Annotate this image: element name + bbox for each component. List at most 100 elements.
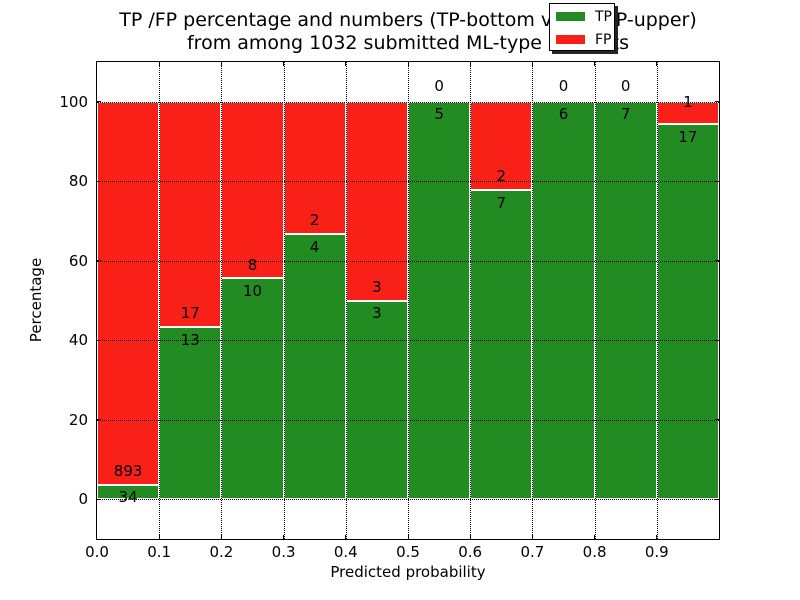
x-tick-mark-bottom: [407, 535, 409, 539]
y-tick-label: 100: [59, 92, 88, 111]
x-tick-label: 0.8: [582, 543, 607, 561]
bar-count-label-fp: 1: [683, 92, 693, 111]
x-tick-mark-bottom: [345, 535, 347, 539]
y-tick-mark-right: [715, 260, 719, 262]
x-tick-mark-top: [531, 62, 533, 66]
y-tick-mark-right: [715, 498, 719, 500]
y-tick-mark-right: [715, 101, 719, 103]
fp-legend-swatch: [556, 35, 585, 44]
y-tick-mark-left: [97, 180, 101, 182]
bar-count-label-tp: 4: [309, 237, 320, 256]
bar-segment-fp: [97, 101, 160, 485]
x-tick-label: 0.7: [520, 543, 545, 561]
bar-count-label-fp: 17: [180, 304, 200, 323]
legend-label-fp: FP: [595, 31, 612, 48]
y-tick-mark-left: [97, 419, 101, 421]
legend: TP FP: [549, 3, 615, 51]
bar-segment-fp: [345, 101, 408, 301]
bar-segment-tp: [159, 327, 222, 500]
x-tick-label: 0.4: [333, 543, 358, 561]
x-tick-mark-top: [469, 62, 471, 66]
plot-area: 893 34 17 13 8 10 2 4 3 3 0 5 2 7 0 6 0 7 1 17: [96, 61, 720, 540]
x-tick-mark-top: [283, 62, 285, 66]
y-tick-label: 0: [78, 490, 88, 509]
bar-segment-tp: [470, 190, 533, 500]
y-tick-label: 60: [68, 251, 88, 270]
gridline-vertical: [408, 62, 409, 539]
bar-segment-tp: [221, 278, 284, 500]
x-tick-mark-bottom: [158, 535, 160, 539]
bar-count-label-tp: 13: [180, 330, 200, 349]
tp-legend-swatch: [556, 12, 585, 21]
y-tick-mark-right: [715, 180, 719, 182]
y-tick-mark-left: [97, 498, 101, 500]
gridline-vertical: [470, 62, 472, 539]
y-tick-mark-left: [97, 101, 101, 103]
bar-count-label-tp: 7: [496, 193, 507, 212]
x-tick-label: 0.1: [147, 543, 172, 561]
x-tick-label: 0.0: [85, 543, 109, 561]
x-tick-label: 0.2: [209, 543, 234, 561]
bar-count-label-fp: 3: [372, 277, 382, 296]
gridline-vertical: [594, 62, 596, 539]
bar-count-label-tp: 5: [434, 105, 444, 124]
bar-segment-tp: [283, 234, 346, 500]
y-tick-mark-left: [97, 260, 101, 262]
x-tick-mark-top: [220, 62, 222, 66]
y-tick-mark-right: [715, 419, 719, 421]
x-tick-label: 0.6: [458, 543, 483, 561]
x-tick-mark-bottom: [531, 535, 533, 539]
gridline-vertical: [159, 62, 161, 539]
bar-segment-tp: [408, 101, 471, 500]
bar-count-label-fp: 0: [620, 76, 631, 95]
y-tick-label: 80: [68, 172, 88, 191]
gridline-vertical: [221, 62, 223, 539]
y-tick-label: 40: [68, 331, 88, 350]
x-tick-label: 0.5: [396, 543, 420, 561]
y-axis-label: Percentage: [27, 257, 45, 343]
bar-count-label-fp: 2: [496, 167, 507, 186]
bar-count-label-tp: 7: [620, 105, 631, 124]
bar-segment-tp: [532, 101, 595, 500]
bar-count-label-fp: 893: [113, 461, 143, 480]
bar-count-label-fp: 0: [434, 76, 444, 95]
chart-title-line2: from among 1032 submitted ML-type contac…: [186, 32, 630, 54]
bar-segment-fp: [283, 101, 346, 235]
bar-segment-tp: [656, 123, 719, 500]
x-tick-mark-top: [407, 62, 409, 66]
x-tick-mark-top: [656, 62, 658, 66]
y-tick-mark-left: [97, 339, 101, 341]
bar-segment-tp: [97, 484, 160, 500]
x-tick-mark-bottom: [283, 535, 285, 539]
x-tick-mark-bottom: [220, 535, 222, 539]
gridline-vertical: [656, 62, 658, 539]
bar-segment-fp: [470, 101, 533, 191]
bar-count-label-tp: 6: [558, 105, 569, 124]
legend-item-tp: TP: [556, 6, 614, 27]
x-axis-label: Predicted probability: [330, 563, 486, 581]
gridline-vertical: [532, 62, 534, 539]
x-tick-mark-top: [158, 62, 160, 66]
bar-segment-tp: [594, 101, 657, 500]
bar-count-label-fp: 0: [558, 76, 569, 95]
x-tick-mark-top: [345, 62, 347, 66]
bar-segment-fp: [159, 101, 222, 327]
x-tick-mark-bottom: [469, 535, 471, 539]
legend-label-tp: TP: [595, 8, 612, 25]
x-tick-mark-top: [594, 62, 596, 66]
bar-segment-fp: [221, 101, 284, 279]
x-tick-label: 0.9: [644, 543, 669, 561]
bar-count-label-tp: 17: [678, 127, 698, 146]
chart-title: TP /FP percentage and numbers (TP-bottom…: [97, 9, 719, 55]
bar-segment-tp: [345, 300, 408, 500]
chart-title-line1: TP /FP percentage and numbers (TP-bottom…: [119, 9, 697, 31]
legend-item-fp: FP: [556, 29, 614, 50]
bar-count-label-tp: 34: [118, 488, 138, 507]
x-tick-mark-bottom: [594, 535, 596, 539]
bar-count-label-fp: 2: [309, 211, 320, 230]
x-tick-mark-bottom: [656, 535, 658, 539]
x-tick-label: 0.3: [271, 543, 296, 561]
y-tick-label: 20: [68, 410, 88, 429]
gridline-vertical: [283, 62, 285, 539]
